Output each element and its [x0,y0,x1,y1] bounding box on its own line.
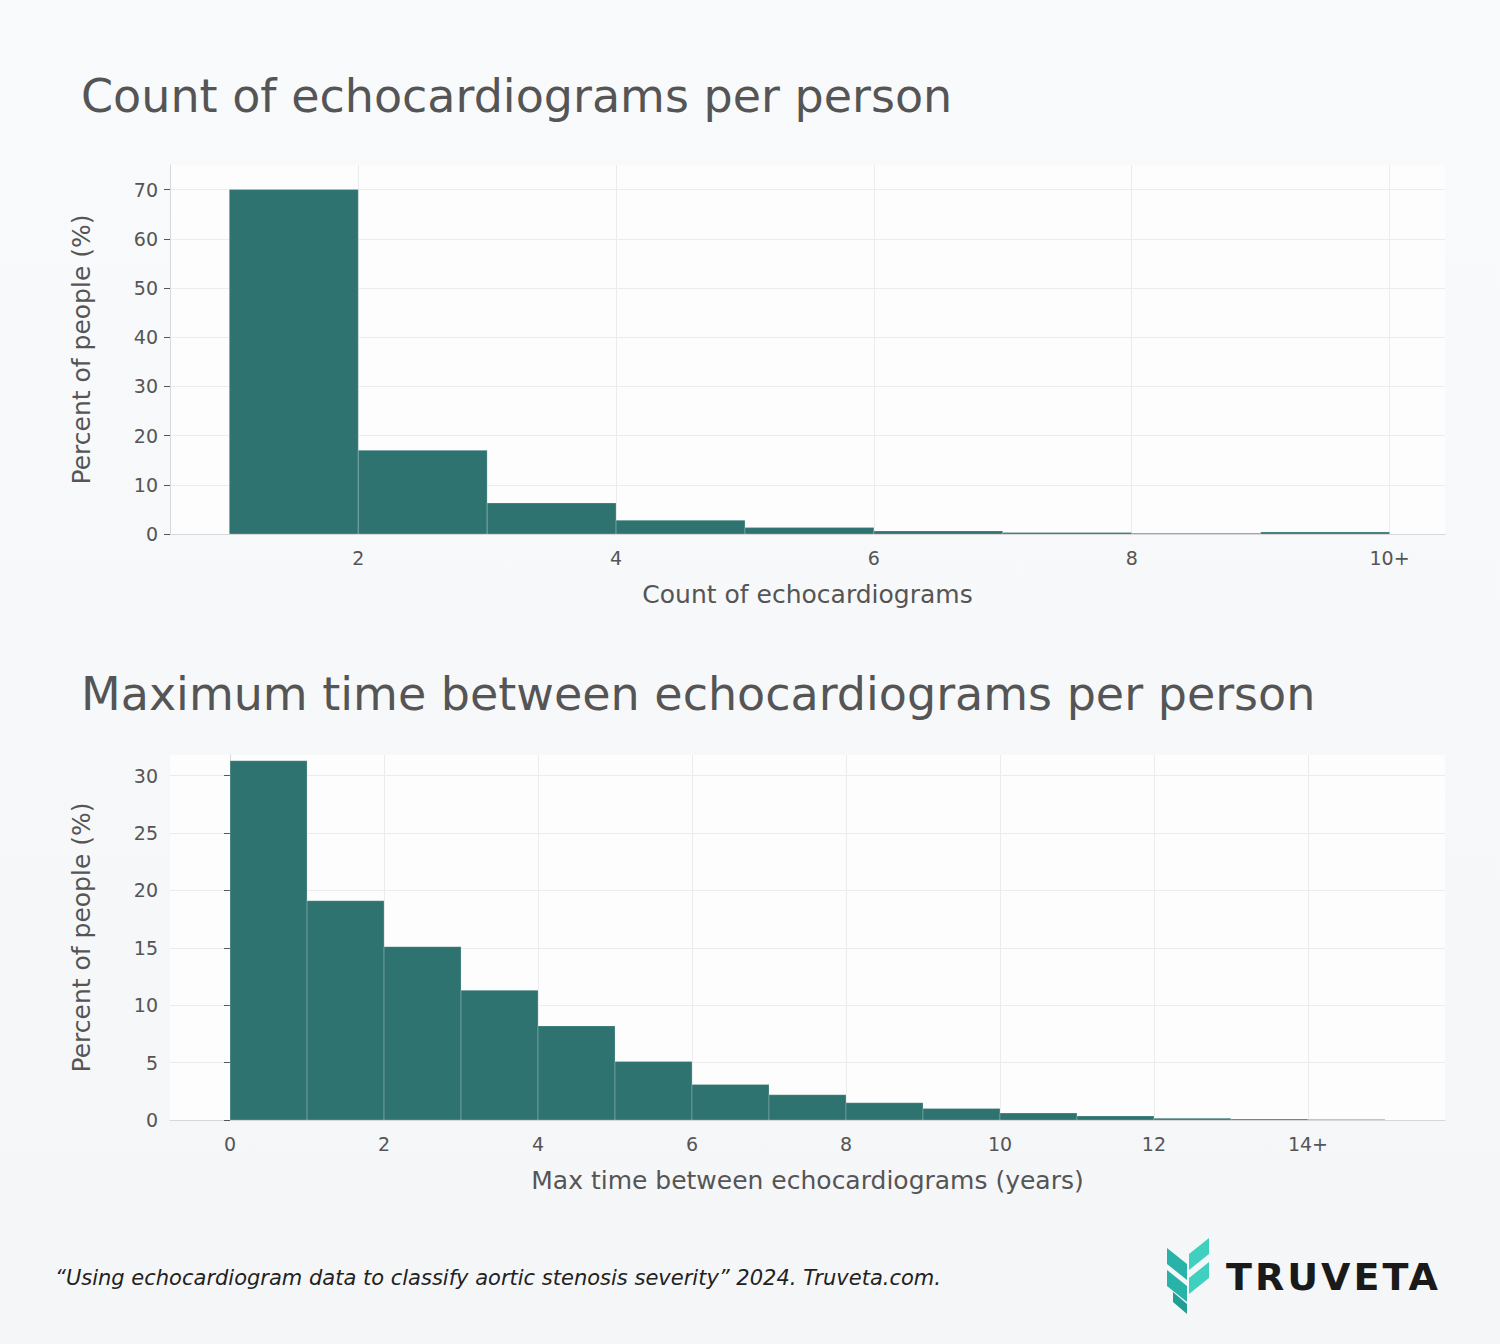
svg-text:25: 25 [134,822,158,844]
svg-text:30: 30 [134,375,158,397]
svg-text:60: 60 [134,228,158,250]
svg-text:70: 70 [134,179,158,201]
svg-text:20: 20 [134,879,158,901]
svg-text:Maximum time between echocardi: Maximum time between echocardiograms per… [81,667,1315,721]
svg-text:30: 30 [134,765,158,787]
svg-text:10: 10 [988,1133,1012,1155]
svg-text:14+: 14+ [1288,1133,1328,1155]
svg-text:6: 6 [686,1133,698,1155]
html-text:“Using echocardiogram data to: “Using echocardiogram data to classify a… [55,1266,941,1290]
svg-text:5: 5 [146,1052,158,1074]
svg-text:10: 10 [134,994,158,1016]
html-text:TRUVETA: TRUVETA [1226,1255,1441,1299]
svg-text:10: 10 [134,474,158,496]
svg-text:2: 2 [378,1133,390,1155]
svg-text:Count of echocardiograms: Count of echocardiograms [642,580,972,609]
svg-text:0: 0 [146,523,158,545]
svg-text:40: 40 [134,326,158,348]
svg-text:10+: 10+ [1370,547,1410,569]
svg-text:6: 6 [868,547,880,569]
svg-text:4: 4 [610,547,622,569]
svg-text:Max time between echocardiogra: Max time between echocardiograms (years) [531,1166,1084,1195]
svg-text:12: 12 [1142,1133,1166,1155]
svg-text:8: 8 [1126,547,1138,569]
svg-text:Percent of people (%): Percent of people (%) [67,802,96,1072]
svg-text:2: 2 [352,547,364,569]
svg-text:Percent of people (%): Percent of people (%) [67,214,96,484]
svg-text:0: 0 [224,1133,236,1155]
svg-text:50: 50 [134,277,158,299]
svg-text:20: 20 [134,425,158,447]
svg-text:8: 8 [840,1133,852,1155]
svg-text:15: 15 [134,937,158,959]
svg-text:0: 0 [146,1109,158,1131]
svg-text:4: 4 [532,1133,544,1155]
svg-text:Count of echocardiograms per p: Count of echocardiograms per person [81,69,952,123]
